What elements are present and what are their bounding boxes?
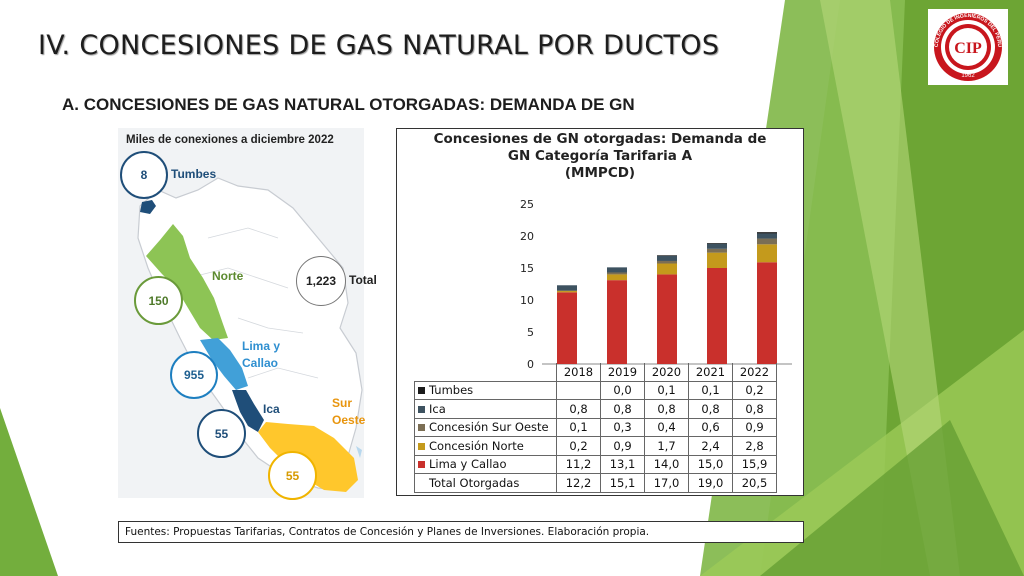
slide-title: IV. CONCESIONES DE GAS NATURAL POR DUCTO… [38,30,720,61]
bar-segment-ica [757,233,777,239]
norte-value-circle: 150 [134,276,183,325]
lima-value-circle: 955 [170,351,218,399]
table-year: 2022 [732,363,777,382]
cip-logo: CIP 1962 COLEGIO DE INGENIEROS DEL PERU [928,9,1008,85]
y-tick-label: 0 [527,358,534,371]
stacked-bar-chart: 0 5 10 15 20 25 [520,198,792,371]
bar-segment-lima-y-callao [607,280,627,364]
bar-segment-concesión-norte [607,274,627,281]
table-row-norte: Concesión Norte 0,2 0,9 1,7 2,4 2,8 [414,436,777,456]
chart-title-line-3: (MMPCD) [564,165,636,181]
table-row-lima: Lima y Callao 11,2 13,1 14,0 15,0 15,9 [414,454,777,474]
y-tick-label: 15 [520,262,534,275]
y-tick-label: 25 [520,198,534,211]
table-year: 2021 [688,363,733,382]
bar-segment-lima-y-callao [757,262,777,364]
bar-segment-lima-y-callao [707,268,727,364]
tumbes-value-circle: 8 [120,151,168,199]
y-tick-label: 5 [527,326,534,339]
table-row-total: Total Otorgadas 12,2 15,1 17,0 19,0 20,5 [414,473,777,493]
table-row-tumbes: Tumbes 0,0 0,1 0,1 0,2 [414,380,777,400]
y-tick-label: 20 [520,230,534,243]
bar-segment-tumbes [657,255,677,256]
chart-title-line-2: GN Categoría Tarifaria A [507,148,693,164]
region-lima [200,338,248,390]
total-label: Total [349,273,377,287]
sur-oeste-value-circle: 55 [268,451,317,500]
chart-title-line-1: Concesiones de GN otorgadas: Demanda de [433,131,767,147]
table-row-sur-oeste: Concesión Sur Oeste 0,1 0,3 0,4 0,6 0,9 [414,417,777,437]
bar-segment-ica [707,243,727,249]
logo-year: 1962 [961,73,975,79]
table-year: 2020 [644,363,689,382]
logo-initials: CIP [954,40,982,57]
chart-title: Concesiones de GN otorgadas: Demanda de … [396,131,804,182]
tumbes-label: Tumbes [171,167,217,181]
bar-segment-concesión-sur-oeste [707,248,727,253]
bar-segment-concesión-norte [557,291,577,293]
bar-segment-concesión-norte [707,252,727,268]
y-tick-label: 10 [520,294,534,307]
bar-segment-lima-y-callao [657,274,677,364]
ica-label: Ica [263,402,280,416]
bar-segment-concesión-sur-oeste [657,260,677,264]
bar-segment-ica [607,267,627,273]
slide-subtitle: A. CONCESIONES DE GAS NATURAL OTORGADAS:… [62,95,635,114]
bar-segment-ica [557,285,577,291]
bar-segment-tumbes [707,243,727,244]
bar-segment-concesión-norte [657,263,677,275]
bar-segment-lima-y-callao [557,292,577,364]
bar-segment-concesión-sur-oeste [757,238,777,245]
ica-value-circle: 55 [197,409,246,458]
lima-callao-label: Lima y Callao [242,339,281,370]
region-ica [232,390,264,432]
sources-footer: Fuentes: Propuestas Tarifarias, Contrato… [118,521,804,543]
peru-map [137,177,363,492]
table-year: 2018 [556,363,601,382]
map-caption: Miles de conexiones a diciembre 2022 [126,134,334,146]
total-value-circle: 1,223 [296,256,346,306]
bar-segment-tumbes [757,232,777,234]
bar-segment-ica [657,255,677,261]
norte-label: Norte [212,269,244,283]
bar-segment-concesión-norte [757,244,777,263]
sur-oeste-label: Sur Oeste [332,396,366,427]
bar-segment-concesión-sur-oeste [607,272,627,275]
table-year: 2019 [600,363,645,382]
table-header-row: 2018 2019 2020 2021 2022 [415,363,777,382]
table-row-ica: Ica 0,8 0,8 0,8 0,8 0,8 [414,399,777,419]
chart-data-table: 2018 2019 2020 2021 2022 Tumbes 0,0 0,1 … [414,363,777,493]
region-tumbes [140,200,156,214]
region-norte [146,224,228,340]
bar-segment-concesión-sur-oeste [557,290,577,292]
